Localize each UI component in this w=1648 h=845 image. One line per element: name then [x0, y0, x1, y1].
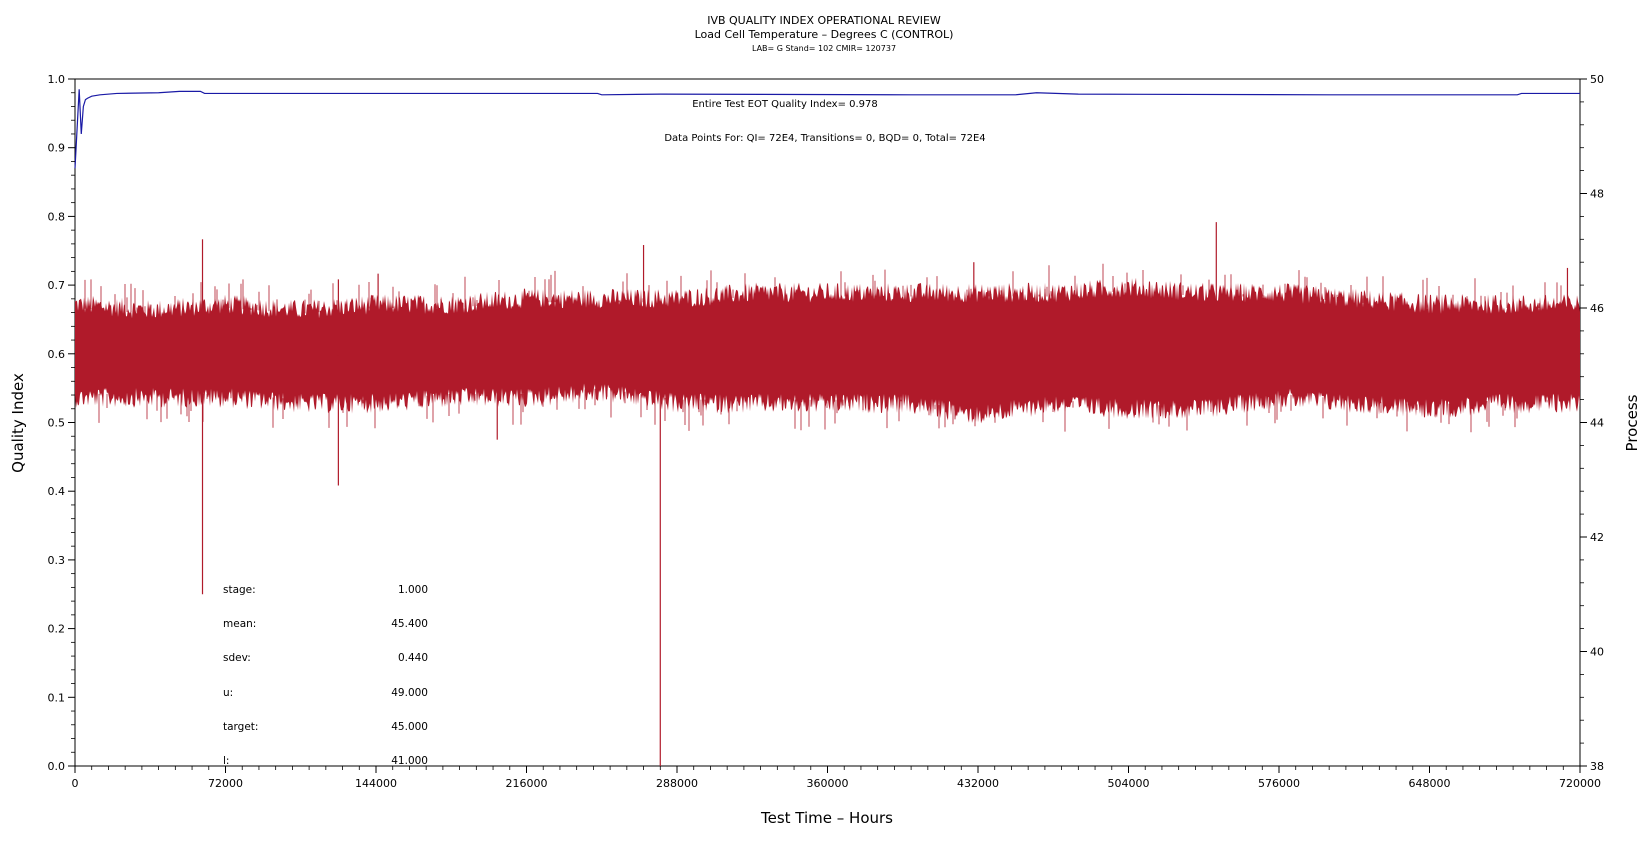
y-tick-label-1: 0.1: [48, 691, 66, 704]
x-tick-label-0: 0: [72, 777, 79, 790]
x-tick-label-9: 648000: [1409, 777, 1451, 790]
y2-tick-label-5: 48: [1590, 188, 1604, 201]
x-tick-label-3: 216000: [506, 777, 548, 790]
y-axis-right: 38 40 42 44 46 48 50: [1580, 73, 1604, 773]
y-tick-label-6: 0.6: [48, 348, 66, 361]
y2-tick-label-4: 46: [1590, 302, 1604, 315]
x-tick-label-4: 288000: [656, 777, 698, 790]
y2-tick-label-6: 50: [1590, 73, 1604, 86]
stat-value-mean: 45.400: [391, 618, 428, 630]
x-axis: 0 72000 144000 216000 288000 360000 432000 5040…: [72, 766, 1601, 790]
y2-tick-label-0: 38: [1590, 760, 1604, 773]
process-spikes: [201, 222, 1569, 766]
stat-label-target: target:: [223, 721, 258, 733]
y-tick-label-7: 0.7: [48, 279, 66, 292]
y-tick-label-4: 0.4: [48, 485, 66, 498]
y-tick-label-5: 0.5: [48, 417, 66, 430]
stat-label-stage: stage:: [223, 584, 256, 596]
x-tick-label-7: 504000: [1108, 777, 1150, 790]
process-series: [75, 263, 1580, 433]
y2-tick-label-3: 44: [1590, 417, 1604, 430]
y-tick-label-10: 1.0: [48, 73, 66, 86]
eot-quality-annotation: Entire Test EOT Quality Index= 0.978: [692, 99, 878, 110]
y-tick-label-8: 0.8: [48, 210, 66, 223]
y-tick-label-0: 0.0: [48, 760, 66, 773]
y2-axis-label: Process: [1623, 394, 1641, 451]
stat-value-u: 49.000: [391, 687, 428, 699]
x-tick-label-2: 144000: [355, 777, 397, 790]
x-tick-label-1: 72000: [208, 777, 243, 790]
process-noise: [84, 263, 1578, 433]
chart-subtitle: Load Cell Temperature – Degrees C (CONTR…: [695, 28, 954, 41]
y2-tick-label-2: 42: [1590, 531, 1604, 544]
stat-value-l: 41.000: [391, 755, 428, 767]
x-tick-label-6: 432000: [957, 777, 999, 790]
x-axis-label: Test Time – Hours: [760, 809, 893, 827]
stat-value-target: 45.000: [391, 721, 428, 733]
y-tick-label-2: 0.2: [48, 623, 66, 636]
x-tick-label-10: 720000: [1559, 777, 1601, 790]
y-tick-label-3: 0.3: [48, 554, 66, 567]
x-tick-label-5: 360000: [807, 777, 849, 790]
chart-title: IVB QUALITY INDEX OPERATIONAL REVIEW: [707, 14, 941, 27]
stat-value-sdev: 0.440: [398, 652, 428, 664]
y-axis-label: Quality Index: [9, 373, 27, 473]
plot-frame: [74, 78, 1581, 767]
stat-label-mean: mean:: [223, 618, 256, 630]
quality-index-line: [74, 89, 1580, 169]
stat-value-stage: 1.000: [398, 584, 428, 596]
stat-label-l: l:: [223, 755, 229, 767]
chart-subtitle-lab: LAB= G Stand= 102 CMIR= 120737: [752, 44, 896, 53]
x-tick-label-8: 576000: [1258, 777, 1300, 790]
stats-block: stage: 1.000 mean: 45.400 sdev: 0.440 u:…: [223, 584, 428, 767]
stat-label-u: u:: [223, 687, 233, 699]
stat-label-sdev: sdev:: [223, 652, 251, 664]
y-tick-label-9: 0.9: [48, 142, 66, 155]
data-points-annotation: Data Points For: QI= 72E4, Transitions= …: [664, 133, 985, 144]
y-axis-left: 0.0 0.1 0.2 0.3 0.4 0.5 0.6 0.7 0.8 0.9 1.0: [48, 73, 75, 773]
y2-tick-label-1: 40: [1590, 646, 1604, 659]
process-band: [75, 277, 1580, 424]
